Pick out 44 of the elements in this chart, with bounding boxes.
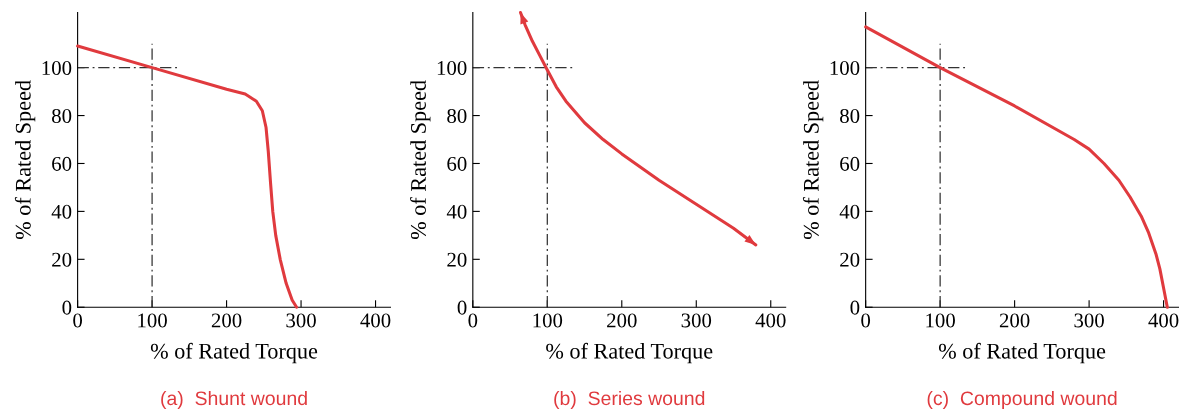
x-axis-title: % of Rated Torque: [546, 342, 713, 364]
y-tick-label: 60: [447, 156, 467, 171]
y-tick-label: 80: [447, 108, 467, 123]
y-tick-label: 60: [840, 156, 860, 171]
y-axis-title: % of Rated Speed: [802, 80, 824, 240]
x-tick-label: 300: [286, 313, 316, 328]
y-tick-label: 0: [457, 300, 467, 315]
y-tick-label: 0: [850, 300, 860, 315]
x-tick-label: 0: [861, 313, 871, 328]
y-tick-label: 20: [447, 252, 467, 267]
x-tick-label: 100: [926, 313, 955, 328]
x-tick-label: 200: [999, 313, 1030, 328]
y-tick-label: 0: [62, 300, 72, 315]
y-tick-label: 80: [52, 108, 72, 123]
x-tick-label: 400: [360, 313, 391, 328]
y-tick-label: 100: [830, 61, 860, 76]
x-tick-label: 300: [1074, 313, 1104, 328]
y-tick-label: 40: [839, 204, 860, 219]
x-tick-label: 200: [211, 313, 242, 328]
line-series: [864, 25, 1169, 309]
text: (a) Shunt wound: [161, 390, 307, 410]
x-tick-label: 100: [138, 313, 167, 328]
x-tick-label: 0: [73, 313, 83, 328]
y-tick-label: 100: [437, 61, 467, 76]
x-tick-label: 300: [681, 313, 712, 328]
text: (b) Series wound: [554, 390, 705, 410]
y-tick-label: 80: [840, 108, 860, 123]
x-axis-title: % of Rated Torque: [938, 342, 1106, 364]
x-tick-label: 100: [533, 313, 563, 328]
y-tick-label: 20: [52, 252, 72, 267]
x-tick-label: 200: [607, 313, 637, 328]
x-axis-title: % of Rated Torque: [150, 342, 318, 364]
y-tick-label: 100: [42, 61, 72, 76]
y-axis-title: % of Rated Speed: [14, 80, 36, 240]
y-tick-label: 40: [446, 204, 467, 219]
y-tick-label: 60: [52, 156, 72, 171]
y-tick-label: 40: [51, 204, 72, 219]
y-tick-label: 20: [840, 252, 860, 267]
x-tick-label: 400: [1148, 313, 1179, 328]
x-tick-label: 0: [468, 313, 478, 328]
text: (c) Compound wound: [927, 390, 1117, 410]
y-axis-title: % of Rated Speed: [410, 80, 431, 240]
line-series: [76, 44, 299, 309]
x-tick-label: 400: [755, 313, 786, 328]
